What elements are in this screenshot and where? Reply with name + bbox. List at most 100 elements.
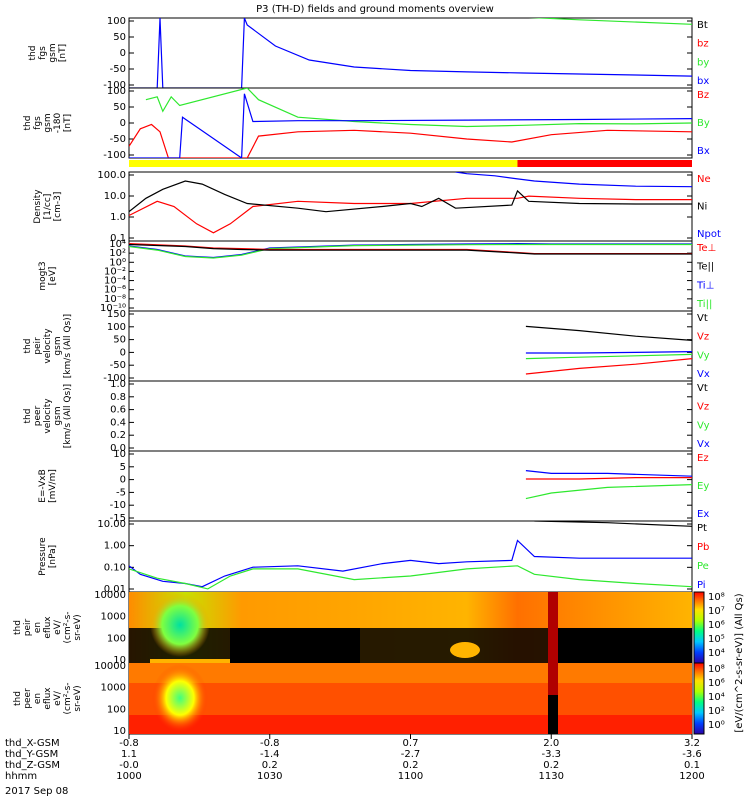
legend-entry: Ey [697,481,709,492]
colorbar-tick: 10⁶ [708,678,725,689]
x-axis-row-label: thd_Z-GSM [5,760,60,771]
y-tick-label: 10.00 [97,519,126,530]
colorbar-tick: 10⁴ [708,692,725,703]
x-tick-label: -0.8 [119,738,139,749]
legend-entry: Pt [697,523,707,534]
y-tick-label: -50 [110,134,126,145]
y-tick-label: 10000 [94,661,126,672]
series-line-pi [129,539,692,588]
legend-entry: Bt [697,20,708,31]
y-tick-label: 10² [109,248,126,259]
y-tick-label: 0.01 [104,584,126,595]
y-tick-label: 100 [107,704,126,715]
y-tick-label: 1000 [101,683,126,694]
y-tick-label: 0.6 [110,405,126,416]
y-axis-label: thd [23,409,33,424]
colorbar-tick: 10⁶ [708,620,725,631]
y-tick-label: 100 [107,633,126,644]
y-tick-label: 0.4 [110,417,126,428]
y-tick-label: 10 [113,655,126,666]
y-tick-label: 100 [107,322,126,333]
y-tick-label: 1.0 [110,212,126,223]
x-tick-label: 0.2 [543,760,559,771]
y-axis-label: [nPa] [48,545,58,568]
y-tick-label: -50 [110,360,126,371]
series-line-ni [129,180,692,213]
y-axis-label: velocity [43,398,53,434]
y-tick-label: 0 [120,475,126,486]
legend-entry: bz [697,39,709,50]
colorbar-tick: 10⁰ [708,720,725,731]
series-line-by [145,88,692,128]
series-line-vy [525,353,692,360]
panel-p8: 10.00 1.00 0.10 0.01 Pressure [nPa] Pt Pb Pe Pi [38,519,709,595]
series-line-ti [129,243,692,259]
series-line-bx [129,93,692,158]
y-axis-label: thd [23,116,33,131]
y-tick-label: 100 [107,16,126,27]
y-tick-label: 0.8 [110,392,126,403]
y-axis-label: (cm²-s- [63,611,73,643]
legend-entry: Vy [697,350,710,361]
y-axis-label: peir [23,618,33,636]
y-tick-label: -15 [110,513,126,524]
legend-entry: Bz [697,90,709,101]
legend-entry: Te⊥ [696,243,716,254]
y-tick-label: -5 [116,487,126,498]
x-tick-label: 0.1 [684,760,700,771]
colorbar-tick: 10⁴ [708,648,725,659]
y-tick-label: 50 [113,32,126,43]
legend-entry: by [697,57,709,68]
legend-entry: Bx [697,146,710,157]
series-line-pe [129,565,692,590]
colorbar-tick: 10⁸ [708,592,725,603]
panel-frame [128,450,693,522]
y-tick-label: 10 [113,449,126,460]
y-tick-label: -100 [103,150,126,161]
y-tick-label: 0 [120,118,126,129]
series-line-ex [525,470,692,477]
y-axis-label: eV/ [53,690,63,706]
electron-spectrogram [129,663,692,734]
colorbar-tick: 10⁵ [708,634,725,645]
x-tick-label: 0.2 [403,760,419,771]
y-tick-label: -10 [110,500,126,511]
y-axis-label: thd [13,620,23,635]
y-axis-label: sr-eV) [73,685,83,711]
panel-p7: 10 5 0-5 -10 -15 E=-VxB [mV/m] Ez Ey Ex [38,449,709,524]
colorbar: 10⁸ 10⁷ 10⁶ 10⁵ 10⁴ 10⁸ 10⁶ 10⁴ 10² 10⁰ [eV/(cm^2… [693,591,745,735]
y-axis-label: Density [33,189,43,224]
y-tick-label: -100 [103,373,126,384]
y-tick-label: 10⁴ [109,239,126,250]
y-tick-label: 10000 [94,590,126,601]
y-tick-label: 100 [107,86,126,97]
series-line-ey [525,484,692,500]
y-axis-label: gsm [43,113,53,132]
y-axis-label: eflux [43,687,53,710]
y-axis-label: gsm [53,406,63,425]
legend-entry: Ez [697,453,709,464]
x-tick-label: -0.8 [260,738,280,749]
x-tick-label: -3.3 [541,749,561,760]
y-axis-label: gsm [53,336,63,355]
y-axis-label: [1/cc] [43,194,53,220]
y-axis-label: eV/ [53,619,63,635]
y-axis-label: E=-VxB [38,469,48,503]
legend-entry: Ex [697,509,709,520]
y-axis-label: Pressure [38,537,48,576]
x-tick-label: 0.2 [262,760,278,771]
y-tick-label: 10⁻⁴ [104,276,126,287]
series-line-vx [525,351,692,354]
legend-entry: Vt [697,383,708,394]
legend-entry: By [697,118,710,129]
series-line-npot [455,172,692,188]
y-tick-label: 50 [113,335,126,346]
status-bar-red [517,160,692,167]
series-line-ne [129,195,692,234]
x-tick-label: 0.7 [403,738,419,749]
ion-spectrogram [129,592,692,663]
x-axis-row-label: thd_Y-GSM [5,749,58,760]
panel-p5: 150 100 500 -50 -100 thd peir velocity gsm [km/s … [23,309,710,384]
